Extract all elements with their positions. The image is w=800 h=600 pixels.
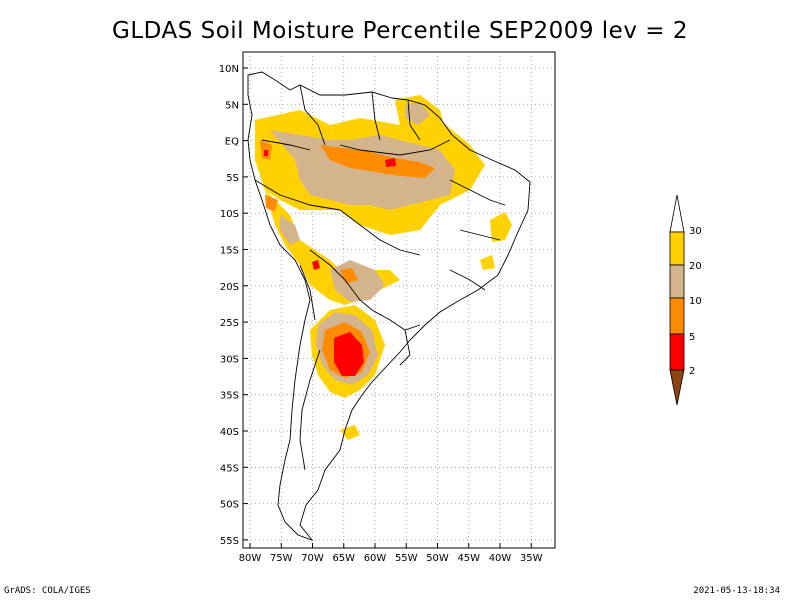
lat-tick-label: 45S (220, 463, 239, 474)
legend-swatch-10-20 (669, 264, 685, 299)
map-title: GLDAS Soil Moisture Percentile SEP2009 l… (112, 18, 688, 44)
lat-tick-label: 10S (220, 209, 239, 220)
lat-tick-label: 35S (220, 391, 239, 402)
lon-tick-label: 65W (332, 553, 355, 564)
legend-swatch-20-30 (669, 231, 685, 266)
lat-tick-label: EQ (225, 137, 239, 148)
lat-tick-label: 5N (225, 100, 239, 111)
lat-tick-label: 30S (220, 354, 239, 365)
lat-tick-label: 50S (220, 500, 239, 511)
legend-label-20: 20 (689, 261, 702, 272)
footer-credit: GrADS: COLA/IGES (4, 586, 91, 596)
legend-label-10: 10 (689, 296, 702, 307)
footer-timestamp: 2021-05-13-18:34 (693, 586, 780, 596)
lon-tick-label: 70W (301, 553, 324, 564)
legend-label-30: 30 (689, 226, 702, 237)
lat-tick-label: 25S (220, 318, 239, 329)
lon-tick-label: 35W (520, 553, 543, 564)
legend-swatch-above-30 (669, 194, 685, 233)
lat-tick-label: 40S (220, 427, 239, 438)
lon-tick-label: 50W (426, 553, 449, 564)
lon-tick-label: 40W (489, 553, 512, 564)
legend-label-2: 2 (689, 366, 695, 377)
lon-tick-label: 80W (239, 553, 262, 564)
lon-tick-label: 55W (395, 553, 418, 564)
lat-tick-label: 55S (220, 536, 239, 547)
lat-tick-label: 20S (220, 282, 239, 293)
legend-swatch-below-2 (669, 369, 685, 406)
legend-colorbar: 30 20 10 5 2 (669, 194, 702, 406)
shaded-regions (255, 95, 512, 440)
legend-swatch-2-5 (669, 333, 685, 371)
lat-tick-label: 10N (219, 64, 239, 75)
legend-swatch-5-10 (669, 297, 685, 335)
coastlines (247, 71, 531, 541)
lat-tick-label: 5S (226, 173, 239, 184)
lon-tick-label: 75W (270, 553, 293, 564)
axis-ticks: 80W 75W 70W 65W 60W 55W 50W 45W 40W 35W 10N 5N EQ 5S 1… (219, 64, 543, 564)
lon-tick-label: 45W (457, 553, 480, 564)
lat-tick-label: 15S (220, 246, 239, 257)
lon-tick-label: 60W (364, 553, 387, 564)
legend-label-5: 5 (689, 332, 695, 343)
